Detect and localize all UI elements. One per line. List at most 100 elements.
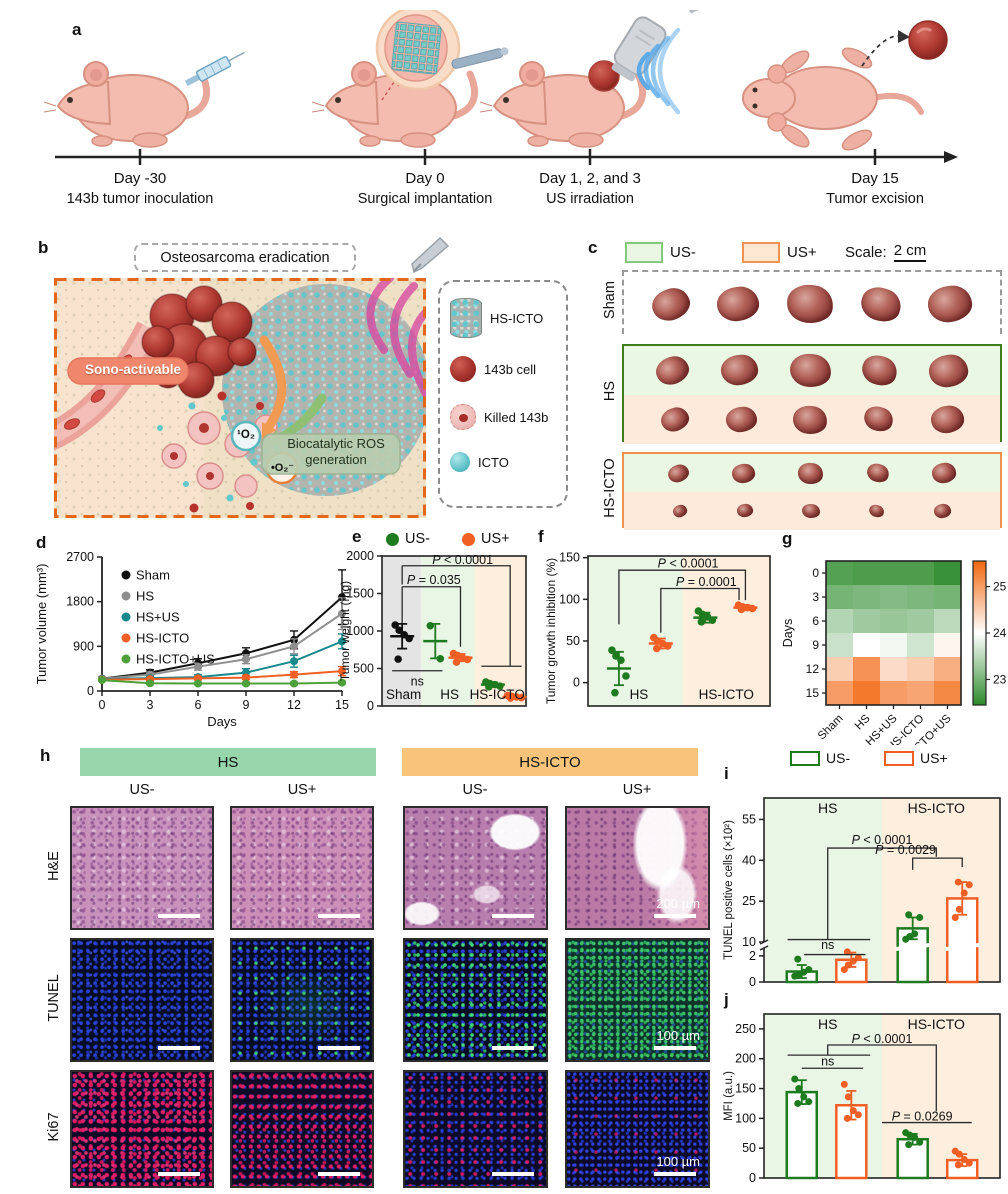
- svg-text:Tumor volume (mm³): Tumor volume (mm³): [34, 564, 49, 685]
- scale-bar: [318, 1172, 360, 1176]
- svg-text:0: 0: [367, 699, 374, 713]
- svg-text:P < 0.0001: P < 0.0001: [432, 553, 493, 567]
- tumor-photo: [736, 503, 754, 519]
- scale-bar: [654, 1172, 696, 1176]
- implant-zoom-circle: [375, 10, 509, 91]
- chart-tumor-weight: 0 500 1000 1500 2000 Tumor weight (mg) P < 0.0…: [338, 549, 527, 713]
- sono-pill: [67, 357, 189, 385]
- svg-text:P < 0.0001: P < 0.0001: [852, 833, 913, 847]
- panel-h-label: h: [40, 746, 51, 765]
- scale-bar: [158, 1172, 200, 1176]
- us-minus-box-icon: [790, 750, 820, 766]
- svg-text:10: 10: [742, 935, 756, 949]
- col-label-US-: US-: [462, 782, 488, 798]
- micrograph-ki67-3: [403, 1070, 548, 1188]
- panel-d-label: d: [36, 533, 47, 552]
- svg-text:Sham: Sham: [386, 687, 421, 702]
- svg-text:ns: ns: [821, 938, 834, 952]
- tumor-photo: [867, 502, 887, 520]
- us-plus-box-icon: [884, 750, 914, 766]
- legend-item-icto: ICTO: [450, 452, 560, 472]
- micrograph-he-1: [70, 806, 214, 930]
- scale-bar: [158, 914, 200, 918]
- svg-text:12: 12: [287, 698, 301, 712]
- panel-b-legend: HS-ICTO 143b cell Killed 143b ICTO: [438, 280, 568, 508]
- chart-tunel-positive-cells: HS HS-ICTO 0 210 25 40 55 TUNEL positive cells …: [723, 797, 1001, 988]
- svg-text:6: 6: [195, 698, 202, 712]
- svg-text:Tumor growth inhibition (%): Tumor growth inhibition (%): [544, 558, 558, 704]
- panel-j-label: j: [724, 990, 729, 1009]
- scale-bar: [492, 1046, 534, 1050]
- micrograph-he-2: [230, 806, 374, 930]
- chart-e-legend-us-minus: US-: [386, 531, 430, 547]
- scale-bar-text: 100 µm: [656, 1028, 700, 1043]
- svg-text:P < 0.0001: P < 0.0001: [658, 557, 719, 571]
- svg-text:15: 15: [335, 698, 349, 712]
- svg-text:23: 23: [993, 672, 1007, 686]
- svg-text:2: 2: [749, 949, 756, 963]
- svg-text:TUNEL positive cells (×10²): TUNEL positive cells (×10²): [723, 820, 735, 960]
- band-hs-icto: HS-ICTO: [402, 748, 698, 776]
- mouse-excision: [742, 47, 924, 151]
- svg-text:HS-ICTO: HS-ICTO: [136, 631, 189, 646]
- tumor-photo: [792, 403, 829, 436]
- svg-text:2000: 2000: [346, 549, 374, 563]
- svg-text:HS-ICTO: HS-ICTO: [908, 1016, 965, 1032]
- micrograph-ki67-1: [70, 1070, 214, 1188]
- svg-text:Sham: Sham: [816, 713, 846, 743]
- svg-text:ns: ns: [411, 674, 424, 688]
- us-plus-dot-icon: [462, 532, 475, 546]
- legend-item-143b: 143b cell: [450, 356, 560, 382]
- mechanism-illustration: [54, 278, 426, 518]
- killed-143b-icon: [450, 404, 476, 430]
- svg-text:Tumor weight (mg): Tumor weight (mg): [338, 581, 352, 681]
- panel-b-title: Osteosarcoma eradication: [134, 243, 356, 272]
- us-plus-legend: US+: [742, 242, 817, 263]
- svg-text:40: 40: [742, 853, 756, 867]
- row-label-TUNEL: TUNEL: [46, 974, 62, 1022]
- svg-text:150: 150: [735, 1082, 756, 1096]
- svg-text:MFI (a.u.): MFI (a.u.): [723, 1071, 735, 1121]
- us-minus-dot-icon: [386, 532, 399, 546]
- svg-text:HS: HS: [853, 712, 873, 732]
- svg-text:50: 50: [742, 1141, 756, 1155]
- micrograph-he-3: [403, 806, 548, 930]
- legend-item-killed: Killed 143b: [450, 404, 560, 430]
- svg-text:HS: HS: [818, 1016, 837, 1032]
- group-label-HS: HS: [602, 380, 618, 402]
- tumor-photo: [925, 283, 975, 325]
- svg-text:Sham: Sham: [136, 568, 170, 583]
- svg-text:250: 250: [735, 1022, 756, 1036]
- svg-text:ns: ns: [821, 1055, 834, 1069]
- svg-text:9: 9: [812, 638, 819, 652]
- svg-text:HS-ICTO+US: HS-ICTO+US: [136, 652, 215, 667]
- micrograph-tunel-3: [403, 938, 548, 1062]
- svg-text:25: 25: [742, 894, 756, 908]
- scale-bar: [492, 914, 534, 918]
- svg-text:0: 0: [99, 698, 106, 712]
- svg-text:HS-ICTO: HS-ICTO: [470, 687, 525, 702]
- tumor-row: [624, 395, 1000, 444]
- panel-b-label: b: [38, 238, 49, 257]
- tumor-photo: [719, 353, 760, 388]
- micrograph-ki67-4: 100 µm: [565, 1070, 710, 1188]
- panel-f-label: f: [538, 527, 544, 546]
- svg-text:HS: HS: [136, 589, 154, 604]
- svg-text:HS: HS: [440, 687, 459, 702]
- singlet-oxygen-badge: [230, 420, 262, 452]
- singlet-oxygen-label: ¹O₂: [237, 429, 255, 441]
- tumor-group-HS: [622, 344, 1002, 444]
- us-plus-swatch: [742, 242, 780, 263]
- tumor-photo: [932, 503, 952, 519]
- milestone-day-30: Day -30 143b tumor inoculation: [66, 170, 214, 207]
- svg-text:900: 900: [73, 639, 94, 653]
- tumor-row: [624, 272, 1000, 336]
- tumor-group-Sham: [622, 270, 1002, 336]
- row-label-H&E: H&E: [46, 851, 62, 881]
- band-hs: HS: [80, 748, 376, 776]
- micrograph-tunel-1: [70, 938, 214, 1062]
- tumor-photo: [724, 405, 758, 434]
- svg-text:HS-ICTO: HS-ICTO: [699, 687, 754, 702]
